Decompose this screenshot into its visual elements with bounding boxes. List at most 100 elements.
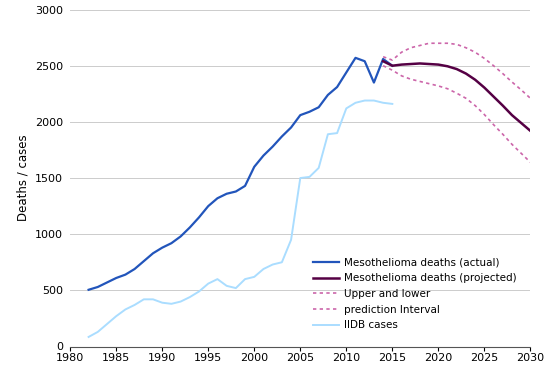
prediction Interval [389,68,395,72]
IIDB cases [334,131,340,135]
Mesothelioma deaths (actual) [186,225,193,230]
IIDB cases [186,295,193,299]
IIDB cases [324,132,331,137]
Mesothelioma deaths (actual) [270,144,276,149]
Mesothelioma deaths (projected) [499,103,506,108]
IIDB cases [113,314,119,318]
IIDB cases [251,275,257,279]
IIDB cases [214,277,221,281]
Mesothelioma deaths (actual) [233,189,239,194]
Mesothelioma deaths (actual) [343,70,350,75]
Mesothelioma deaths (actual) [159,245,166,250]
Mesothelioma deaths (actual) [168,241,175,245]
Upper and lower [408,45,414,50]
Mesothelioma deaths (projected) [435,62,442,67]
Upper and lower [499,71,506,76]
Mesothelioma deaths (actual) [334,85,340,89]
IIDB cases [233,286,239,290]
prediction Interval [481,112,488,117]
Mesothelioma deaths (actual) [113,276,119,280]
Mesothelioma deaths (actual) [288,125,294,130]
prediction Interval [509,142,515,146]
prediction Interval [518,151,525,155]
Mesothelioma deaths (projected) [417,61,424,66]
Upper and lower [527,96,534,100]
IIDB cases [159,300,166,305]
Mesothelioma deaths (actual) [297,113,304,117]
Mesothelioma deaths (projected) [463,71,469,76]
Mesothelioma deaths (actual) [251,165,257,169]
Upper and lower [463,45,469,50]
Mesothelioma deaths (projected) [509,113,515,117]
Upper and lower [389,58,395,62]
Mesothelioma deaths (actual) [214,196,221,200]
IIDB cases [306,175,313,179]
Mesothelioma deaths (actual) [315,105,322,110]
Mesothelioma deaths (actual) [371,80,377,85]
Upper and lower [472,50,478,55]
prediction Interval [499,132,506,137]
Mesothelioma deaths (actual) [278,134,285,139]
Mesothelioma deaths (actual) [223,192,230,196]
IIDB cases [205,282,212,286]
Upper and lower [490,63,497,68]
Line: Mesothelioma deaths (actual): Mesothelioma deaths (actual) [89,58,392,290]
Mesothelioma deaths (actual) [361,59,368,63]
Mesothelioma deaths (actual) [122,272,129,277]
prediction Interval [435,84,442,88]
prediction Interval [453,91,460,96]
Upper and lower [481,56,488,61]
Upper and lower [417,43,424,48]
Mesothelioma deaths (actual) [242,184,249,188]
Mesothelioma deaths (projected) [389,63,395,68]
Mesothelioma deaths (actual) [260,154,267,158]
IIDB cases [104,322,111,326]
IIDB cases [297,176,304,180]
Line: Mesothelioma deaths (projected): Mesothelioma deaths (projected) [383,61,530,131]
Mesothelioma deaths (actual) [196,215,202,220]
Upper and lower [380,55,387,59]
Upper and lower [426,41,432,45]
Mesothelioma deaths (actual) [131,267,138,271]
IIDB cases [278,260,285,265]
prediction Interval [417,79,424,84]
Mesothelioma deaths (actual) [85,287,92,292]
Upper and lower [435,41,442,45]
IIDB cases [288,238,294,242]
prediction Interval [408,77,414,82]
IIDB cases [85,335,92,339]
Mesothelioma deaths (actual) [95,285,101,289]
Line: Upper and lower: Upper and lower [383,43,530,98]
Mesothelioma deaths (actual) [150,251,156,255]
IIDB cases [371,98,377,103]
Upper and lower [453,42,460,46]
IIDB cases [223,284,230,288]
Mesothelioma deaths (actual) [140,259,147,263]
Upper and lower [518,88,525,92]
IIDB cases [343,106,350,111]
IIDB cases [361,98,368,103]
prediction Interval [490,123,497,127]
IIDB cases [150,297,156,301]
IIDB cases [196,289,202,294]
prediction Interval [444,86,451,91]
IIDB cases [168,301,175,306]
Mesothelioma deaths (projected) [472,77,478,82]
prediction Interval [398,73,405,78]
IIDB cases [380,101,387,105]
IIDB cases [95,330,101,334]
Mesothelioma deaths (projected) [408,62,414,66]
Mesothelioma deaths (projected) [426,62,432,66]
IIDB cases [352,101,359,105]
Mesothelioma deaths (projected) [481,85,488,90]
Upper and lower [509,80,515,84]
IIDB cases [177,299,184,304]
Mesothelioma deaths (projected) [380,59,387,63]
Upper and lower [444,41,451,45]
Mesothelioma deaths (projected) [398,62,405,67]
prediction Interval [426,82,432,86]
IIDB cases [260,267,267,271]
Mesothelioma deaths (actual) [352,56,359,60]
prediction Interval [472,103,478,108]
Mesothelioma deaths (actual) [389,63,395,68]
